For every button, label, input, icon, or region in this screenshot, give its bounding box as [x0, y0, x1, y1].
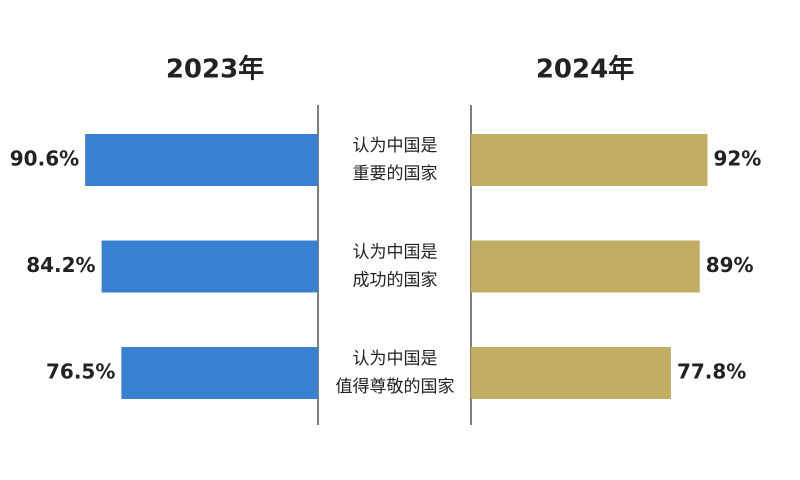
panel-title: 2024年 [536, 54, 634, 85]
value-label: 92% [713, 147, 761, 171]
bar [471, 134, 708, 186]
category-label: 认为中国是成功的国家 [353, 243, 438, 291]
value-label: 89% [706, 253, 754, 277]
bar [471, 240, 700, 293]
value-label: 77.8% [677, 360, 746, 384]
value-label: 76.5% [46, 360, 115, 384]
bar [471, 347, 671, 399]
bar [101, 240, 318, 293]
bar [85, 134, 319, 186]
value-label: 84.2% [26, 253, 95, 277]
category-label: 认为中国是重要的国家 [353, 136, 438, 184]
category-label: 认为中国是值得尊敬的国家 [336, 349, 455, 397]
panel-title: 2023年 [166, 54, 264, 85]
bar [121, 347, 319, 399]
value-label: 90.6% [10, 147, 79, 171]
